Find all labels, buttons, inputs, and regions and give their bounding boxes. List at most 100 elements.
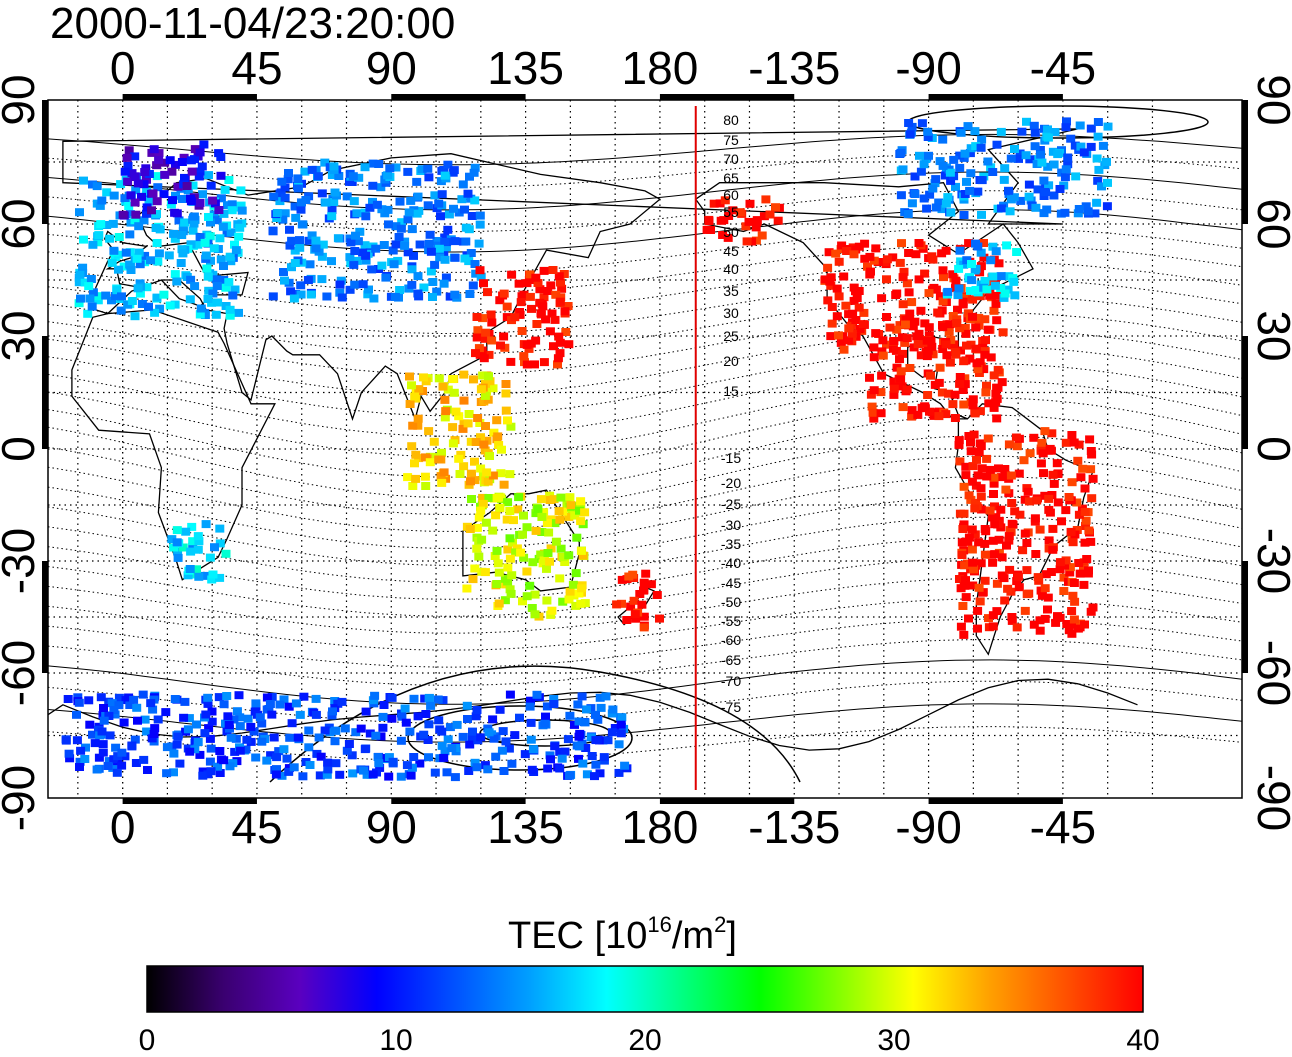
tec-cell (221, 549, 231, 558)
tec-cell (980, 550, 990, 559)
tec-cell (491, 752, 501, 761)
tec-cell (724, 212, 734, 220)
tec-cell (1086, 124, 1096, 133)
tec-cell (494, 441, 504, 449)
tec-cell (994, 548, 1004, 557)
tec-cell (904, 119, 914, 127)
tec-cell (436, 212, 445, 221)
tec-cell (505, 554, 515, 563)
tec-cell (997, 553, 1007, 562)
tec-cell (955, 457, 965, 466)
tec-cell (445, 723, 455, 732)
tec-cell (124, 146, 134, 155)
tec-cell (601, 692, 611, 701)
tec-cell (941, 410, 951, 419)
tec-cell (407, 763, 417, 772)
lat-tick-label-right: -60 (1248, 640, 1292, 706)
tec-cell (349, 260, 359, 269)
tec-cell (210, 543, 219, 552)
tec-cell (186, 156, 196, 165)
tec-cell (546, 281, 556, 290)
tec-cell (304, 726, 314, 735)
tec-cell (138, 690, 148, 699)
tec-cell (257, 737, 267, 746)
tec-cell (986, 550, 996, 559)
tec-cell (900, 338, 910, 347)
tec-cell (553, 360, 562, 369)
tec-cell (178, 543, 188, 552)
tec-cell (475, 220, 485, 229)
tec-cell (961, 329, 971, 338)
tec-cell (964, 614, 973, 623)
tec-cell (268, 292, 278, 301)
colorbar-tick-label: 10 (379, 1024, 412, 1057)
tec-cell (140, 715, 150, 724)
tec-cell (323, 758, 333, 767)
tec-cell (539, 556, 549, 565)
tec-cell (97, 196, 107, 205)
tec-cell (432, 287, 442, 296)
tec-cell (96, 220, 106, 229)
tec-cell (95, 201, 105, 210)
tec-cell (459, 370, 469, 379)
tec-cell (425, 458, 435, 467)
tec-cell (160, 158, 170, 167)
tec-cell (275, 197, 285, 206)
tec-cell (177, 158, 187, 166)
tec-cell (201, 251, 211, 260)
tec-cell (1049, 479, 1059, 488)
tec-cell (998, 328, 1008, 337)
tec-cell (630, 610, 640, 619)
frame-tick-bar (122, 798, 257, 804)
tec-cell (622, 616, 632, 624)
tec-cell (882, 255, 892, 264)
tec-cell (123, 161, 133, 170)
tec-cell (218, 222, 228, 231)
tec-cell (913, 410, 923, 419)
tec-cell (518, 530, 527, 539)
tec-cell (411, 474, 421, 483)
mag-lat-label: -75 (721, 699, 741, 715)
tec-cell (383, 171, 393, 180)
tec-cell (162, 769, 172, 778)
tec-cell (1083, 569, 1093, 578)
tec-cell (980, 576, 990, 585)
tec-cell (410, 392, 420, 401)
tec-cell (499, 480, 509, 489)
tec-cell (1033, 185, 1043, 194)
tec-cell (977, 176, 987, 185)
tec-cell (904, 288, 914, 297)
tec-cell (368, 197, 377, 206)
tec-cell (537, 513, 547, 521)
tec-cell (500, 596, 510, 605)
tec-cell (202, 264, 212, 273)
tec-cell (172, 538, 182, 547)
tec-cell (580, 508, 590, 517)
tec-cell (1098, 141, 1108, 150)
tec-cell (502, 302, 512, 311)
tec-cell (417, 165, 427, 174)
mag-lat-label: 65 (723, 170, 739, 186)
tec-cell (214, 693, 224, 702)
tec-cell (170, 300, 180, 309)
tec-cell (428, 293, 437, 301)
tec-cell (348, 172, 358, 181)
tec-cell (188, 542, 198, 551)
tec-cell (470, 196, 480, 205)
tec-cell (215, 234, 225, 243)
tec-cell (950, 348, 960, 357)
tec-cell (179, 713, 189, 722)
tec-cell (83, 309, 93, 318)
tec-cell (434, 199, 444, 208)
tec-cell (464, 410, 474, 418)
tec-cell (702, 225, 712, 234)
tec-cell (209, 210, 219, 219)
tec-cell (503, 416, 512, 425)
tec-cell (208, 289, 218, 298)
tec-cell (960, 324, 970, 332)
tec-cell (454, 208, 464, 217)
tec-cell (520, 750, 530, 759)
tec-cell (516, 298, 526, 307)
tec-cell (430, 768, 440, 777)
tec-cell (519, 553, 529, 562)
